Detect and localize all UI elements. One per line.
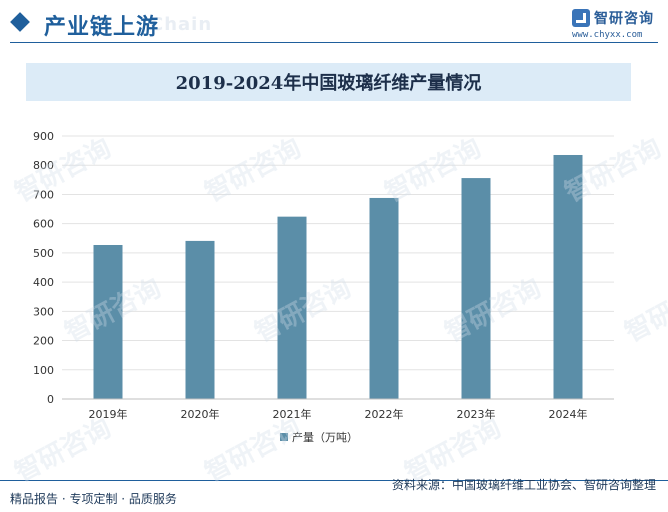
bar-chart: 0 100 200 300 400 500 600 700 800 900 2019年 2020年 20… (33, 130, 614, 444)
legend-swatch (280, 433, 288, 441)
chart-area: 0 100 200 300 400 500 600 700 800 900 2019年 2020年 20… (0, 120, 668, 460)
footer-divider (0, 480, 668, 481)
y-tick-label: 200 (33, 335, 54, 348)
logo-icon (572, 9, 590, 27)
x-tick-label: 2023年 (457, 407, 496, 421)
y-tick-label: 100 (33, 364, 54, 377)
y-tick-label: 700 (33, 188, 54, 201)
x-tick-label: 2021年 (273, 407, 312, 421)
logo: 智研咨询 (572, 8, 654, 28)
chart-title-band: 2019-2024年中国玻璃纤维产量情况 (26, 63, 631, 101)
y-tick-label: 300 (33, 305, 54, 318)
bar (185, 240, 215, 399)
section-title: 产业链上游 (44, 15, 160, 40)
bar (461, 178, 491, 399)
bar (369, 197, 399, 399)
diamond-icon (10, 12, 30, 32)
logo-text: 智研咨询 (594, 11, 654, 27)
y-tick-label: 0 (47, 393, 54, 406)
y-tick-label: 400 (33, 276, 54, 289)
data-source: 资料来源：中国玻璃纤维工业协会、智研咨询整理 (391, 478, 656, 492)
chart-title: 2019-2024年中国玻璃纤维产量情况 (175, 73, 482, 94)
header: Chain 产业链上游 智研咨询 www.chyxx.com (0, 0, 668, 50)
bar (277, 216, 307, 399)
x-tick-label: 2022年 (365, 407, 404, 421)
y-tick-label: 500 (33, 247, 54, 260)
ghost-text: Chain (150, 14, 213, 35)
x-tick-label: 2020年 (181, 407, 220, 421)
y-tick-label: 600 (33, 218, 54, 231)
legend-label: 产量（万吨） (292, 430, 358, 444)
y-tick-label: 900 (33, 130, 54, 143)
logo-url: www.chyxx.com (572, 30, 643, 40)
header-divider (10, 42, 658, 43)
bar (553, 154, 583, 399)
x-tick-label: 2024年 (549, 407, 588, 421)
y-tick-label: 800 (33, 159, 54, 172)
bar (93, 244, 123, 399)
footer: 精品报告 · 专项定制 · 品质服务 资料来源：中国玻璃纤维工业协会、智研咨询整… (0, 478, 668, 512)
footer-tagline: 精品报告 · 专项定制 · 品质服务 (10, 492, 177, 506)
x-tick-label: 2019年 (89, 407, 128, 421)
